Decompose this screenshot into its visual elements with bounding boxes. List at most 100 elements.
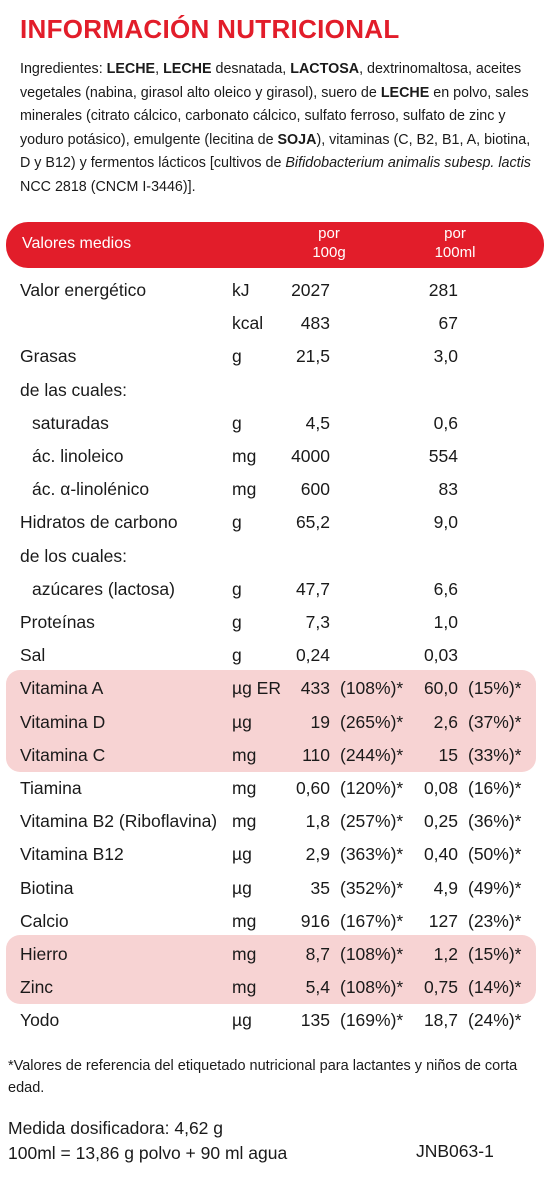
nutrient-unit: µg (232, 1010, 252, 1031)
table-row: azúcares (lactosa) g 47,7 6,6 (0, 573, 550, 606)
nutrient-unit: g (232, 512, 242, 533)
nutrient-name: Vitamina C (20, 744, 106, 765)
measure-line-1: Medida dosificadora: 4,62 g (8, 1118, 223, 1138)
table-row: Vitamina A µg ER 433 (108%)* 60,0 (15%)* (0, 672, 550, 705)
value-per-100ml: 60,0 (423, 678, 458, 699)
allergen-text: LECHE (163, 61, 212, 77)
nutrient-unit: g (232, 578, 242, 599)
nutrient-unit: kJ (232, 280, 250, 300)
nutrient-name: de las cuales: (20, 379, 128, 400)
ingredients-text-part: ), vitaminas (C, B2, B1, A, biotina, D y… (20, 131, 531, 172)
ingredients-text-part: , (155, 61, 164, 77)
percent-per-100g: (352%)* (340, 877, 404, 898)
table-row: Hierro mg 8,7 (108%)* 1,2 (15%)* (0, 938, 550, 971)
nutrient-unit: g (232, 346, 242, 367)
nutrient-unit: mg (232, 944, 257, 964)
nutrient-name: saturadas (32, 412, 109, 433)
nutrient-name: Zinc (20, 977, 54, 998)
nutrient-name: Biotina (20, 877, 74, 898)
nutrient-name: Calcio (20, 910, 69, 931)
nutrient-unit: g (232, 645, 242, 666)
nutrient-unit: mg (232, 778, 257, 798)
table-row: ác. α-linolénico mg 600 83 (0, 473, 550, 506)
value-per-100ml: 0,25 (423, 811, 458, 832)
table-header: Valores medios por 100g por 100ml (6, 222, 544, 268)
value-per-100ml: 83 (438, 479, 458, 500)
value-per-100g: 8,7 (305, 944, 330, 964)
value-per-100ml: 0,6 (433, 412, 458, 433)
nutrient-unit: g (232, 412, 242, 433)
table-row: Vitamina B2 (Riboflavina) mg 1,8 (257%)* 0,2… (0, 805, 550, 838)
table-row: Valor energético kJ 2027 281 (0, 274, 550, 307)
nutrient-unit: mg (232, 910, 257, 931)
value-per-100g: 916 (300, 910, 330, 931)
nutrient-name: Sal (20, 645, 46, 666)
percent-per-100g: (108%)* (340, 944, 404, 964)
table-row: Zinc mg 5,4 (108%)* 0,75 (14%)* (0, 971, 550, 1004)
percent-per-100g: (108%)* (340, 977, 404, 998)
value-per-100ml: 0,08 (423, 778, 458, 798)
value-per-100g: 0,24 (295, 645, 330, 666)
nutrient-name: Vitamina B2 (Riboflavina) (20, 811, 218, 832)
header-per-100g-line1: por (318, 225, 340, 242)
header-label: Valores medios (22, 235, 132, 252)
nutrient-unit: mg (232, 479, 257, 500)
nutrient-name: ác. linoleico (32, 446, 124, 466)
percent-per-100ml: (23%)* (468, 910, 522, 931)
table-row: Biotina µg 35 (352%)* 4,9 (49%)* (0, 872, 550, 905)
measure-info: Medida dosificadora: 4,62 g 100ml = 13,8… (8, 1116, 287, 1166)
ingredients-text-part: en polvo, sales minerales (citrato cálci… (20, 84, 529, 148)
table-row: Hidratos de carbono g 65,2 9,0 (0, 506, 550, 539)
percent-per-100ml: (15%)* (468, 944, 522, 964)
header-per-100ml-line2: 100ml (434, 244, 476, 261)
table-row: ác. linoleico mg 4000 554 (0, 440, 550, 473)
value-per-100ml: 281 (428, 280, 458, 300)
value-per-100ml: 0,75 (423, 977, 458, 998)
allergen-text: LECHE (106, 61, 156, 77)
value-per-100ml: 4,9 (433, 877, 458, 898)
table-row: de las cuales: (0, 374, 550, 407)
table-row: Tiamina mg 0,60 (120%)* 0,08 (16%)* (0, 772, 550, 805)
value-per-100g: 110 (302, 744, 330, 765)
measure-line-2: 100ml = 13,86 g polvo + 90 ml agua (8, 1143, 288, 1163)
value-per-100ml: 127 (428, 910, 458, 931)
header-per-100ml-line1: por (444, 225, 466, 242)
nutrient-unit: mg (232, 744, 257, 765)
header-per-100g-line2: 100g (312, 244, 346, 261)
table-row: Sal g 0,24 0,03 (0, 639, 550, 672)
value-per-100g: 135 (300, 1010, 330, 1031)
value-per-100g: 21,5 (295, 346, 330, 367)
percent-per-100g: (169%)* (340, 1010, 404, 1031)
table-row: Yodo µg 135 (169%)* 18,7 (24%)* (0, 1004, 550, 1037)
value-per-100ml: 1,0 (433, 612, 458, 632)
allergen-text: LACTOSA (290, 61, 360, 77)
nutrient-unit: kcal (232, 313, 264, 334)
percent-per-100ml: (16%)* (468, 778, 522, 798)
value-per-100g: 2027 (291, 280, 330, 300)
nutrient-name: Valor energético (20, 280, 147, 300)
value-per-100g: 65,2 (295, 512, 330, 533)
table-row: Vitamina B12 µg 2,9 (363%)* 0,40 (50%)* (0, 838, 550, 871)
value-per-100g: 19 (310, 711, 330, 732)
table-row: saturadas g 4,5 0,6 (0, 407, 550, 440)
table-row: de los cuales: (0, 540, 550, 573)
value-per-100g: 433 (300, 678, 330, 699)
nutrient-name: azúcares (lactosa) (32, 578, 175, 599)
nutrient-unit: µg ER (232, 678, 281, 699)
percent-per-100g: (257%)* (340, 811, 404, 832)
value-per-100g: 47,7 (295, 578, 330, 599)
header-per-100ml: por 100ml (420, 224, 490, 262)
nutrient-name: Grasas (20, 346, 77, 367)
ingredients-text-part: , dextrinomaltosa, aceites vegetales (na… (20, 61, 522, 101)
percent-per-100ml: (50%)* (468, 844, 522, 865)
percent-per-100g: (265%)* (340, 711, 404, 732)
footnote: *Valores de referencia del etiquetado nu… (8, 1058, 518, 1096)
nutrient-name: Vitamina B12 (20, 844, 124, 865)
nutrient-name: de los cuales: (20, 545, 128, 566)
allergen-text: LECHE (380, 84, 430, 101)
allergen-text: SOJA (277, 131, 317, 148)
nutrient-unit: mg (232, 977, 257, 998)
value-per-100ml: 2,6 (433, 711, 458, 732)
ingredients-text-part: desnatada, (211, 61, 291, 77)
value-per-100g: 35 (310, 877, 330, 898)
